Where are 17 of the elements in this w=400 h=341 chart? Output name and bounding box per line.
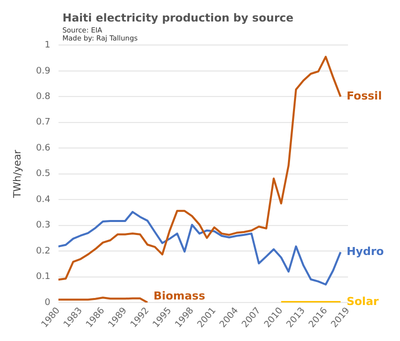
y-tick-label: 0.5	[36, 169, 50, 180]
series-label: Hydro	[346, 244, 384, 258]
series-label: Biomass	[153, 289, 206, 302]
series-label: Fossil	[346, 90, 382, 103]
y-tick-label: 0.1	[36, 272, 50, 282]
chart-title: Haiti electricity production by source	[62, 11, 294, 24]
y-tick-label: 0.4	[36, 194, 51, 205]
y-tick-label: 0.6	[36, 143, 51, 154]
y-tick-label: 0.3	[36, 220, 50, 231]
y-tick-label: 0.7	[36, 118, 50, 128]
series-label: Solar	[346, 294, 380, 308]
y-tick-label: 0.2	[36, 246, 50, 256]
y-tick-label: 0	[44, 298, 51, 308]
y-tick-label: 0.8	[36, 92, 51, 102]
y-tick-label: 0.9	[36, 66, 51, 76]
y-tick-label: 1	[44, 40, 50, 51]
y-axis-title: TWh/year	[12, 148, 24, 199]
